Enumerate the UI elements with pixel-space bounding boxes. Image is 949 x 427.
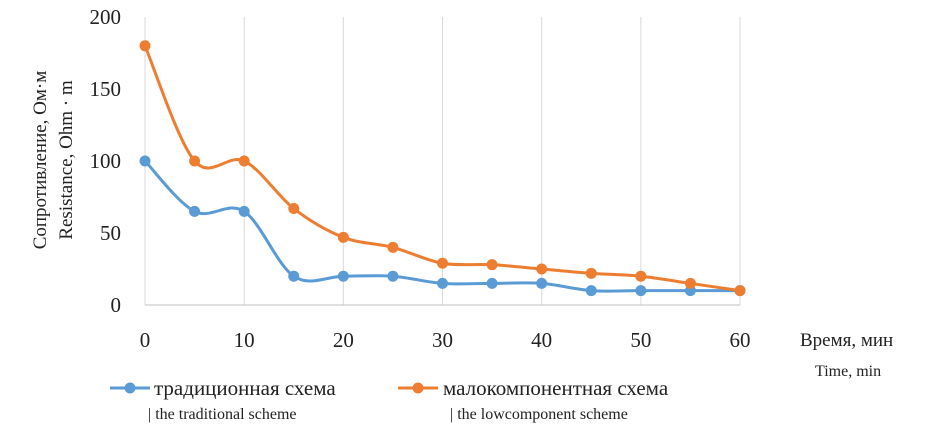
data-point <box>486 277 498 289</box>
grid-lines <box>144 17 741 305</box>
series-1 <box>139 40 746 297</box>
legend-marker-dot-lowcomponent <box>412 382 424 394</box>
legend: традиционная схема | the traditional sch… <box>110 376 669 423</box>
data-point <box>437 257 448 269</box>
data-point <box>486 259 498 271</box>
y-tick-label: 50 <box>100 221 121 245</box>
x-tick-label: 0 <box>140 328 151 352</box>
x-tick-label: 10 <box>234 328 255 352</box>
x-tick-label: 40 <box>531 328 552 352</box>
data-point <box>189 205 201 217</box>
data-point <box>734 285 746 297</box>
data-point <box>635 270 647 282</box>
y-axis-title: Сопротивление, Ом·м <box>30 71 51 250</box>
data-point <box>238 155 250 167</box>
y-tick-labels: 0 50 100 150 200 <box>90 5 122 317</box>
legend-label-lowcomponent: малокомпонентная схема <box>443 376 669 400</box>
data-point <box>536 277 548 289</box>
legend-label-traditional: традиционная схема <box>154 376 336 400</box>
data-point <box>684 277 696 289</box>
x-tick-label: 20 <box>333 328 354 352</box>
legend-item-traditional: традиционная схема | the traditional sch… <box>110 376 336 423</box>
series-group <box>139 40 746 297</box>
y-tick-label: 0 <box>111 293 122 317</box>
data-point <box>139 40 151 52</box>
data-point <box>387 270 399 282</box>
data-point <box>387 241 399 253</box>
data-point <box>635 285 647 297</box>
legend-item-lowcomponent: малокомпонентная схема | the lowcomponen… <box>398 376 669 423</box>
data-point <box>189 155 201 167</box>
data-point <box>585 267 597 279</box>
data-point <box>437 277 448 289</box>
data-point <box>288 270 300 282</box>
y-tick-label: 100 <box>90 149 122 173</box>
data-point <box>536 263 548 275</box>
x-tick-label: 50 <box>630 328 651 352</box>
x-axis-title-sub: Time, min <box>815 363 881 380</box>
legend-marker-dot-traditional <box>124 382 136 394</box>
data-point <box>337 231 349 243</box>
x-tick-label: 30 <box>432 328 453 352</box>
series-0 <box>139 155 746 297</box>
data-point <box>238 205 250 217</box>
y-tick-label: 200 <box>90 5 122 29</box>
data-point <box>288 203 300 215</box>
data-point <box>139 155 151 167</box>
y-tick-label: 150 <box>90 77 122 101</box>
x-tick-label: 60 <box>730 328 751 352</box>
legend-sublabel-traditional: | the traditional scheme <box>148 406 296 423</box>
x-axis-title: Время, мин <box>800 330 893 351</box>
legend-sublabel-lowcomponent: | the lowcomponent scheme <box>450 406 628 423</box>
x-tick-labels: 0 10 20 30 40 50 60 <box>140 328 751 352</box>
data-point <box>585 285 597 297</box>
data-point <box>337 270 349 282</box>
y-axis-title-sub: Resistance, Ohm · m <box>56 80 77 240</box>
